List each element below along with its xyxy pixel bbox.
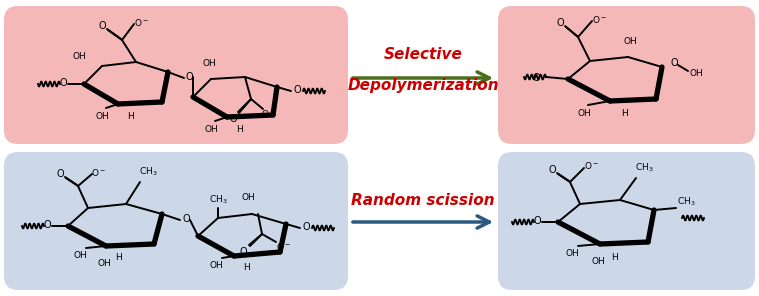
Text: O: O [670, 58, 678, 68]
Text: OH: OH [689, 68, 703, 78]
Text: O: O [548, 165, 556, 175]
Text: O: O [185, 72, 193, 82]
Text: Depolymerization: Depolymerization [347, 78, 499, 93]
Text: OH: OH [591, 258, 605, 266]
Text: O: O [293, 85, 301, 95]
Text: H: H [243, 263, 250, 273]
Text: O$^-$: O$^-$ [584, 160, 600, 170]
Text: O: O [532, 73, 540, 83]
FancyBboxPatch shape [4, 6, 348, 144]
Text: H: H [115, 253, 121, 263]
Text: O: O [98, 21, 106, 31]
Text: CH$_3$: CH$_3$ [635, 162, 653, 174]
Text: H: H [621, 109, 628, 118]
Text: OH: OH [565, 250, 579, 258]
Text: O: O [56, 169, 64, 179]
Text: O: O [556, 18, 564, 28]
Text: O: O [229, 114, 237, 124]
FancyBboxPatch shape [4, 152, 348, 290]
Text: O: O [43, 220, 51, 230]
Text: O: O [239, 247, 247, 257]
Text: OH: OH [241, 194, 255, 202]
Text: H: H [127, 112, 134, 120]
Text: OH: OH [97, 260, 111, 268]
Text: O: O [182, 214, 190, 224]
Text: OH: OH [204, 125, 218, 133]
Text: O$^-$: O$^-$ [92, 166, 106, 178]
Text: OH: OH [73, 252, 87, 260]
Text: OH: OH [209, 261, 223, 271]
Text: O$^-$: O$^-$ [276, 240, 291, 252]
Text: OH: OH [95, 112, 109, 120]
Text: O: O [302, 222, 310, 232]
Text: Random scission: Random scission [351, 193, 495, 208]
Text: H: H [235, 125, 242, 133]
Text: CH$_3$: CH$_3$ [139, 166, 157, 178]
Text: OH: OH [577, 109, 591, 118]
Text: O$^-$: O$^-$ [593, 14, 607, 25]
Text: OH: OH [72, 52, 86, 60]
FancyBboxPatch shape [498, 6, 755, 144]
FancyBboxPatch shape [498, 152, 755, 290]
Text: O$^-$: O$^-$ [134, 17, 150, 28]
Text: CH$_3$: CH$_3$ [209, 194, 227, 206]
Text: OH: OH [623, 36, 637, 46]
Text: Selective: Selective [383, 47, 462, 62]
Text: O: O [59, 78, 67, 88]
Text: CH$_3$: CH$_3$ [677, 196, 695, 208]
Text: O$^-$: O$^-$ [262, 107, 276, 118]
Text: OH: OH [202, 59, 216, 67]
Text: H: H [611, 253, 617, 263]
Text: O: O [533, 216, 541, 226]
